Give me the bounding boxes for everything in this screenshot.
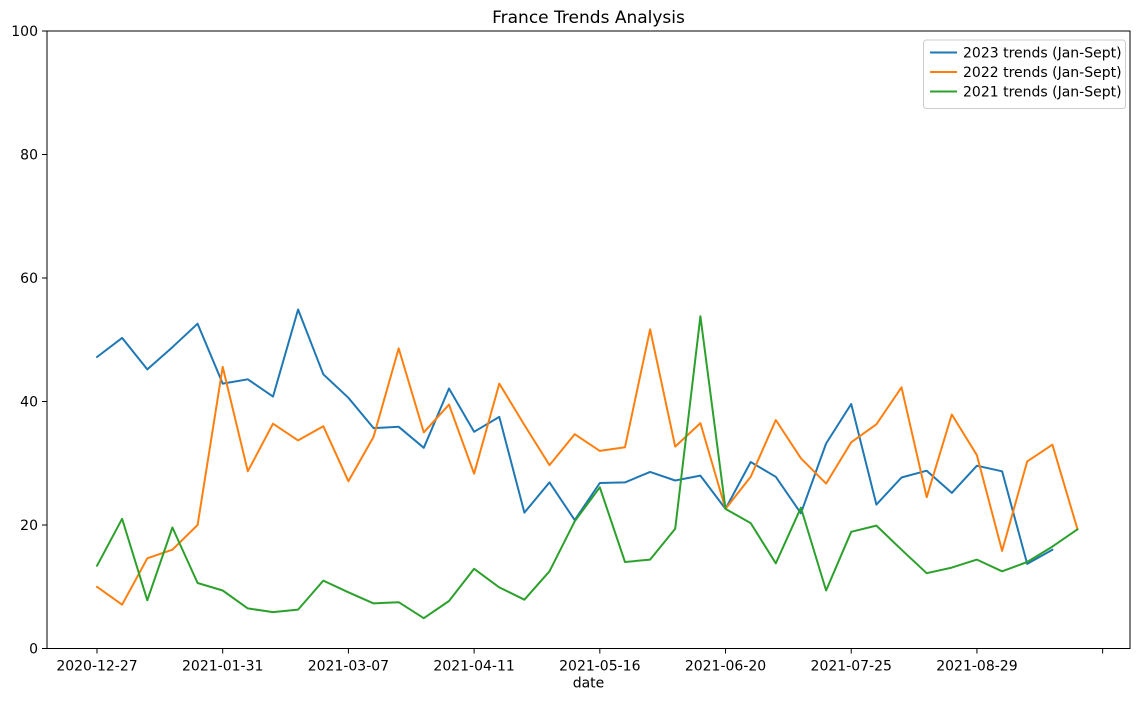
- x-tick-label: 2021-01-31: [182, 659, 263, 675]
- y-tick-label: 0: [29, 642, 38, 658]
- legend-label: 2021 trends (Jan-Sept): [963, 85, 1122, 101]
- y-tick-label: 60: [20, 271, 38, 287]
- x-tick-label: 2021-08-29: [936, 659, 1017, 675]
- x-tick-label: 2021-04-11: [433, 659, 514, 675]
- y-tick-label: 40: [20, 395, 38, 411]
- y-tick-label: 80: [20, 148, 38, 164]
- legend-box: [923, 39, 1126, 109]
- legend: 2023 trends (Jan-Sept) 2022 trends (Jan-S…: [923, 39, 1126, 109]
- x-axis-label: date: [573, 676, 605, 692]
- legend-label: 2023 trends (Jan-Sept): [963, 46, 1122, 62]
- plot-area: [46, 30, 1131, 649]
- y-tick-label: 20: [20, 518, 38, 534]
- x-tick-label: 2020-12-27: [56, 659, 137, 675]
- chart-title: France Trends Analysis: [492, 8, 685, 28]
- y-tick-label: 100: [11, 24, 38, 40]
- series-line-2021: [96, 315, 1079, 620]
- x-tick-label: 2021-07-25: [811, 659, 892, 675]
- x-tick-label: 2021-06-20: [685, 659, 766, 675]
- x-tick-label: 2021-03-07: [308, 659, 389, 675]
- legend-label: 2022 trends (Jan-Sept): [963, 65, 1122, 81]
- series-line-2022: [96, 328, 1079, 606]
- x-tick-label: 2021-05-16: [559, 659, 640, 675]
